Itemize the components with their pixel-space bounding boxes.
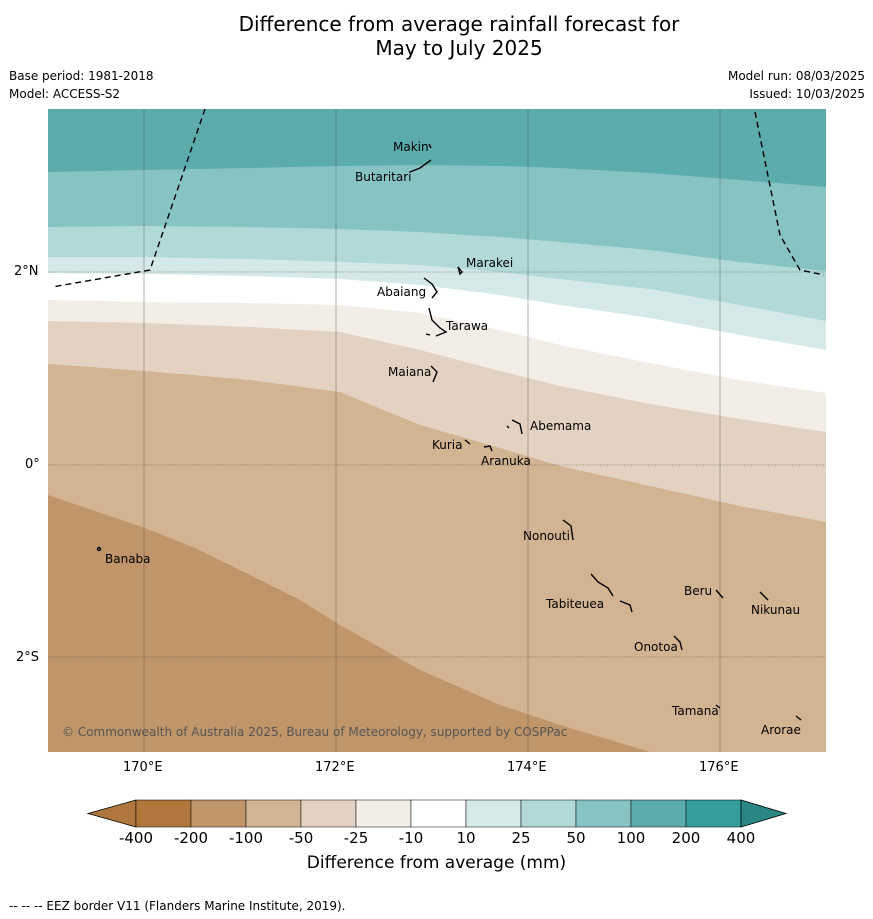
island-label-abemama: Abemama: [530, 419, 591, 433]
island-label-tarawa: Tarawa: [445, 319, 488, 333]
island-label-beru: Beru: [684, 584, 712, 598]
colorbar-tick-label: 100: [616, 829, 646, 847]
colorbar-tick-label: 25: [511, 829, 531, 847]
island-label-tabiteuea: Tabiteuea: [545, 597, 604, 611]
island-label-butaritari: Butaritari: [355, 170, 412, 184]
colorbar-tick-label: -400: [118, 829, 154, 847]
colorbar-bin: [410, 799, 467, 828]
island-label-nikunau: Nikunau: [751, 603, 800, 617]
title-line-2: May to July 2025: [375, 36, 543, 60]
island-label-makin: Makin: [393, 140, 429, 154]
eez-border-east: [754, 111, 825, 276]
colorbar-extend-low: [86, 799, 137, 828]
colorbar-bin: [135, 799, 192, 828]
island-label-abaiang: Abaiang: [377, 285, 426, 299]
colorbar-tick-label: 200: [671, 829, 701, 847]
lat-tick-0: 0°: [25, 457, 40, 472]
colorbar: [86, 799, 788, 828]
colorbar-tick-label: 10: [456, 829, 476, 847]
colorbar-extend-high: [740, 799, 788, 828]
band-plus100: [48, 109, 826, 187]
island-shapes: [96, 143, 802, 721]
colorbar-bin: [465, 799, 522, 828]
lon-tick-174e: 174°E: [507, 760, 547, 775]
lat-tick-2s: 2°S: [16, 650, 40, 665]
colorbar-tick-label: -200: [173, 829, 209, 847]
colorbar-tick-label: -100: [228, 829, 264, 847]
colorbar-bin: [190, 799, 247, 828]
colorbar-bin: [575, 799, 632, 828]
colorbar-bin: [630, 799, 687, 828]
island-label-banaba: Banaba: [105, 552, 151, 566]
eez-footer-note: -- -- -- EEZ border V11 (Flanders Marine…: [9, 899, 346, 913]
island-label-aranuka: Aranuka: [481, 454, 531, 468]
copyright-text: © Commonwealth of Australia 2025, Bureau…: [62, 725, 567, 739]
colorbar-tick-label: -25: [343, 829, 369, 847]
colorbar-bin: [355, 799, 412, 828]
island-label-tamana: Tamana: [671, 704, 719, 718]
island-label-onotoa: Onotoa: [634, 640, 678, 654]
lon-tick-170e: 170°E: [123, 760, 163, 775]
colorbar-title: Difference from average (mm): [306, 853, 567, 873]
island-label-arorae: Arorae: [761, 723, 801, 737]
base-period: Base period: 1981-2018: [9, 69, 154, 83]
meta-left: Base period: 1981-2018 Model: ACCESS-S2: [9, 67, 154, 103]
island-label-kuria: Kuria: [432, 438, 463, 452]
colorbar-bin: [300, 799, 357, 828]
map-title: Difference from average rainfall forecas…: [0, 12, 873, 60]
graticule: [48, 109, 826, 752]
colorbar-bin: [245, 799, 302, 828]
island-label-marakei: Marakei: [466, 256, 513, 270]
colorbar-bin: [685, 799, 742, 828]
lon-tick-176e: 176°E: [699, 760, 739, 775]
colorbar-bin: [520, 799, 577, 828]
colorbar-tick-label: 50: [566, 829, 586, 847]
colorbar-tick-label: 400: [726, 829, 756, 847]
island-labels: Makin Butaritari Marakei Abaiang Tarawa …: [105, 140, 801, 737]
eez-border-west: [51, 109, 206, 288]
colorbar-tick-label: -50: [288, 829, 314, 847]
title-line-1: Difference from average rainfall forecas…: [238, 12, 680, 36]
island-label-maiana: Maiana: [388, 365, 431, 379]
island-label-nonouti: Nonouti: [523, 529, 570, 543]
colorbar-tick-label: -10: [398, 829, 424, 847]
model-run: Model run: 08/03/2025: [727, 69, 865, 83]
lat-tick-2n: 2°N: [14, 264, 39, 279]
model-name: Model: ACCESS-S2: [9, 87, 121, 101]
meta-right: Model run: 08/03/2025 Issued: 10/03/2025: [728, 67, 865, 103]
lon-tick-172e: 172°E: [315, 760, 355, 775]
issued-date: Issued: 10/03/2025: [749, 87, 865, 101]
